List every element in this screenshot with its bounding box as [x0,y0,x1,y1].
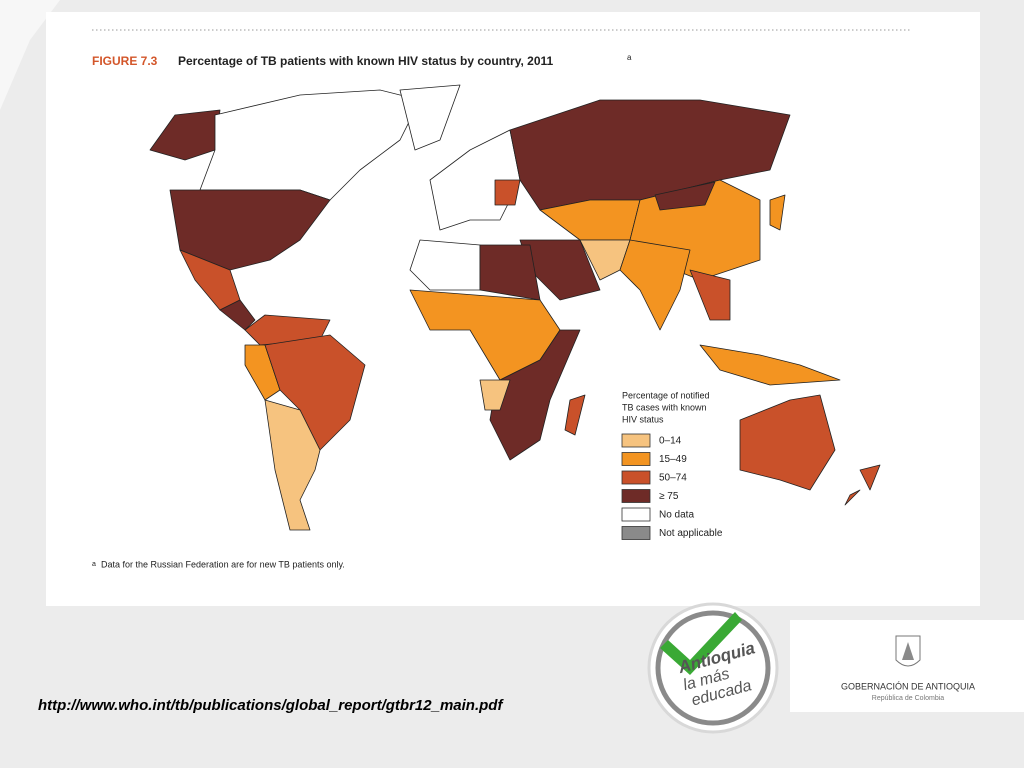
coat-of-arms-detail [902,642,914,660]
region [619,239,691,331]
government-name: GOBERNACIÓN DE ANTIOQUIA [841,681,975,691]
region [399,84,461,151]
corner-decoration [0,0,60,110]
figure-title: Percentage of TB patients with known HIV… [178,54,554,68]
legend-swatch [621,433,651,448]
legend-title: HIV status [622,414,664,424]
region [844,464,881,506]
region [199,89,421,201]
region [654,181,716,211]
region [479,379,511,411]
region [769,194,786,231]
region [219,299,256,331]
legend-swatch [621,452,651,466]
legend-label: Not applicable [659,528,723,539]
logo-badge [647,602,779,734]
legend-label: ≥ 75 [659,491,679,502]
region [699,344,841,386]
legend-label: No data [659,510,694,521]
region [409,239,481,291]
region [564,394,586,436]
footnote-marker: a [92,561,96,568]
logo-check [660,612,742,675]
legend: 0–14 15–49 50–74 ≥ 75 No data Not applicable [621,433,723,540]
world-map [149,84,881,531]
legend-swatch [621,489,651,503]
logo-ring [655,610,771,726]
region [689,269,731,321]
region [494,179,521,206]
legend-label: 0–14 [659,436,682,447]
region [264,399,321,531]
legend-swatch [621,470,651,485]
region [244,314,331,346]
figure-label: FIGURE 7.3 [92,54,158,68]
source-url[interactable]: http://www.who.int/tb/publications/globa… [38,697,504,714]
legend-title: TB cases with known [622,402,707,412]
region [244,344,281,401]
region [739,394,836,491]
legend-swatch [621,526,651,540]
legend-label: 15–49 [659,454,687,465]
region [479,244,541,301]
legend-title: Percentage of notified [622,390,710,400]
footnote: Data for the Russian Federation are for … [101,559,345,569]
legend-swatch [621,507,651,522]
government-subtitle: República de Colombia [872,695,944,702]
title-note: a [627,53,632,62]
region [264,334,366,451]
legend-label: 50–74 [659,473,687,484]
